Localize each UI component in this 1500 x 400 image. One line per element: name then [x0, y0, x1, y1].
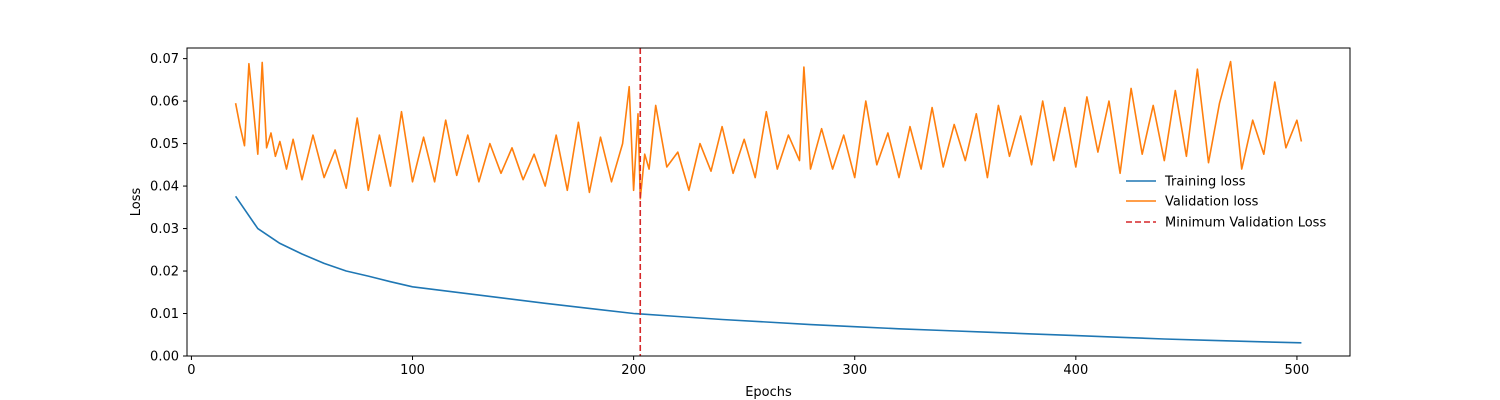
y-tick-label: 0.00	[150, 350, 179, 365]
x-tick-label: 100	[400, 363, 425, 378]
x-tick-label: 200	[621, 363, 646, 378]
series-line-validation-loss	[234, 60, 1303, 200]
legend: Training loss Validation loss Minimum Va…	[1126, 175, 1326, 231]
legend-label-minimum-validation-loss: Minimum Validation Loss	[1165, 216, 1326, 231]
axes-frame	[186, 47, 1351, 357]
x-axis-label: Epochs	[745, 385, 792, 400]
legend-label-training-loss: Training loss	[1164, 175, 1246, 190]
y-axis: 0.00 0.01 0.02 0.03 0.04 0.05 0.06 0.07	[150, 52, 187, 365]
y-axis-label: Loss	[129, 188, 144, 217]
x-tick-label: 300	[842, 363, 867, 378]
x-tick-label: 400	[1063, 363, 1088, 378]
y-tick-label: 0.02	[150, 265, 179, 280]
y-tick-label: 0.03	[150, 222, 179, 237]
y-tick-label: 0.05	[150, 137, 179, 152]
series-line-training-loss	[234, 195, 1302, 344]
y-tick-label: 0.07	[150, 52, 179, 67]
x-tick-label: 0	[187, 363, 195, 378]
x-axis: 0 100 200 300 400 500	[187, 356, 1309, 378]
y-tick-label: 0.04	[150, 180, 179, 195]
y-tick-label: 0.06	[150, 95, 179, 110]
legend-label-validation-loss: Validation loss	[1165, 195, 1259, 210]
plot-area	[234, 48, 1303, 356]
y-tick-label: 0.01	[150, 307, 179, 322]
x-tick-label: 500	[1285, 363, 1310, 378]
